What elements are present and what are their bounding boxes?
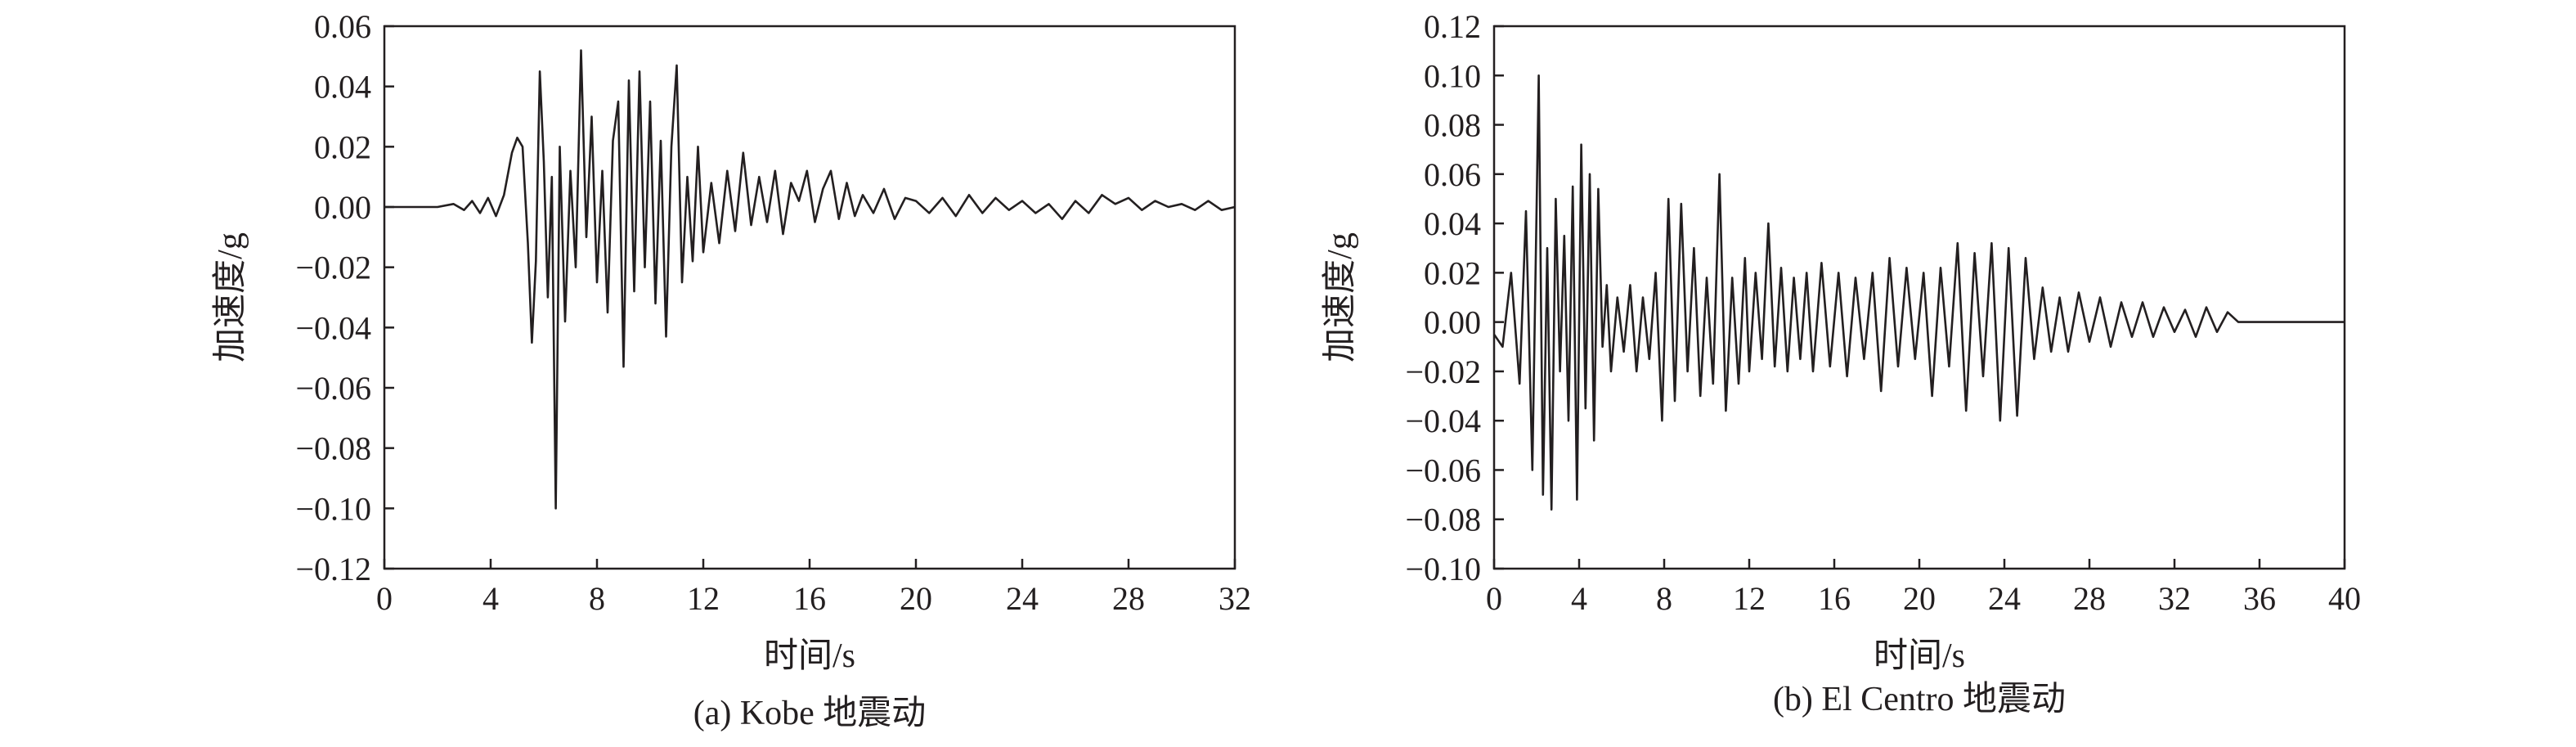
x-tick-label: 8 — [589, 580, 605, 617]
acceleration-trace — [384, 49, 1236, 510]
x-tick-label: 28 — [1112, 580, 1145, 617]
chart-caption: (b) El Centro 地震动 — [1773, 681, 2066, 718]
x-tick-label: 32 — [1218, 580, 1251, 617]
x-tick-label: 16 — [793, 580, 826, 617]
y-tick-label: 0.04 — [314, 69, 371, 106]
chart-caption: (a) Kobe 地震动 — [693, 695, 927, 732]
y-tick-label: −0.02 — [295, 250, 371, 286]
y-tick-label: −0.10 — [295, 490, 371, 527]
y-tick-label: 0.10 — [1424, 57, 1481, 94]
chart-panel-0: 0 4 8 12 16 20 24 28 32 0.06 0.04 0.02 0.00 −0.02 −0.0… — [212, 8, 1251, 732]
y-tick-label: −0.04 — [295, 309, 371, 346]
x-tick-label: 16 — [1818, 580, 1851, 617]
chart-panel-1: 0 4 8 12 16 20 24 28 32 36 40 0.12 0.10 0.08 0.06 0.04 0… — [1322, 8, 2361, 718]
x-tick-label: 36 — [2243, 580, 2276, 617]
x-tick-label: 20 — [900, 580, 932, 617]
y-tick-label: 0.08 — [1424, 107, 1481, 144]
x-tick-label: 12 — [1733, 580, 1766, 617]
y-tick-label: −0.08 — [295, 430, 371, 467]
y-tick-label: −0.06 — [295, 370, 371, 407]
x-tick-label: 24 — [1006, 580, 1039, 617]
y-axis-title: 加速度/g — [212, 232, 249, 362]
x-axis-title: 时间/s — [1874, 637, 1965, 675]
y-tick-label: 0.02 — [1424, 254, 1481, 291]
plot-frame — [383, 25, 1236, 570]
y-tick-label: −0.02 — [1405, 353, 1481, 390]
y-tick-label: −0.10 — [1405, 551, 1481, 587]
x-tick-label: 4 — [1571, 580, 1587, 617]
y-tick-label: 0.02 — [314, 128, 371, 165]
x-tick-label: 12 — [687, 580, 720, 617]
acceleration-trace — [1492, 74, 2345, 511]
y-tick-label: 0.06 — [1424, 156, 1481, 193]
x-tick-label: 32 — [2158, 580, 2191, 617]
x-tick-label: 4 — [482, 580, 499, 617]
y-axis-title: 加速度/g — [1322, 232, 1359, 362]
y-tick-label: 0.04 — [1424, 205, 1481, 242]
y-tick-label: 0.12 — [1424, 8, 1481, 45]
y-tick-label: 0.00 — [1424, 304, 1481, 341]
x-tick-label: 40 — [2328, 580, 2361, 617]
y-tick-label: −0.06 — [1405, 452, 1481, 488]
y-tick-label: −0.04 — [1405, 403, 1481, 439]
y-tick-label: −0.12 — [295, 551, 371, 587]
x-tick-label: 28 — [2073, 580, 2106, 617]
plot-frame — [1492, 25, 2346, 570]
x-tick-label: 8 — [1656, 580, 1672, 617]
x-tick-label: 0 — [1486, 580, 1502, 617]
x-tick-label: 24 — [1988, 580, 2021, 617]
y-tick-label: −0.08 — [1405, 502, 1481, 538]
x-tick-label: 0 — [376, 580, 393, 617]
x-tick-label: 20 — [1903, 580, 1936, 617]
y-tick-label: 0.06 — [314, 8, 371, 45]
x-axis-title: 时间/s — [764, 637, 855, 675]
y-tick-label: 0.00 — [314, 189, 371, 226]
